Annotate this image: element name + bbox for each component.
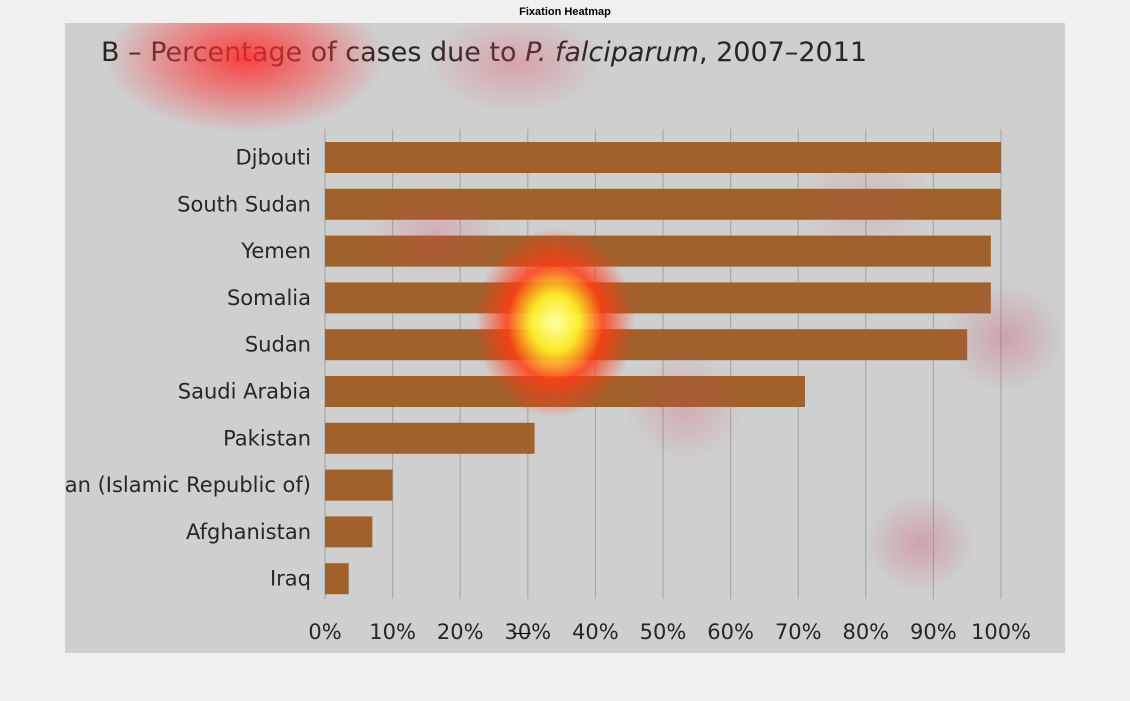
- bar: [325, 282, 991, 314]
- x-tick-label: 80%: [842, 620, 889, 644]
- x-tick-label: 50%: [640, 620, 687, 644]
- bar: [325, 563, 349, 595]
- x-tick-label: 60%: [707, 620, 754, 644]
- x-tick-label: 90%: [910, 620, 957, 644]
- bar-chart: B – Percentage of cases due to P. falcip…: [65, 37, 1031, 644]
- category-label: Yemen: [240, 239, 311, 263]
- bar: [325, 235, 991, 267]
- x-tick-labels: 0% 10% 20% 30% 40% 50% 60% 70% 80% 90% 100%: [308, 620, 1031, 644]
- x-tick-label: 100%: [971, 620, 1031, 644]
- category-label: Somalia: [227, 286, 311, 310]
- bar: [325, 142, 1001, 173]
- window-title: Fixation Heatmap: [519, 6, 611, 18]
- category-label: South Sudan: [177, 192, 311, 216]
- x-tick-label: 20%: [437, 620, 484, 644]
- chart-title: B – Percentage of cases due to P. falcip…: [101, 37, 867, 68]
- chart-title-suffix: , 2007–2011: [699, 37, 867, 68]
- category-label: Afghanistan: [186, 520, 311, 544]
- bar: [325, 329, 968, 361]
- bar: [325, 469, 393, 501]
- bar: [325, 516, 373, 548]
- bar: [325, 188, 1001, 220]
- category-label: Pakistan: [223, 426, 311, 450]
- x-tick-label: 0%: [308, 620, 341, 644]
- category-labels: Djbouti South Sudan Yemen Somalia Sudan Saudi…: [65, 146, 311, 591]
- bars: [325, 142, 1001, 595]
- category-label: Iran (Islamic Republic of): [65, 473, 311, 497]
- bar: [325, 422, 535, 454]
- chart-figure: B – Percentage of cases due to P. falcip…: [65, 23, 1065, 653]
- x-tick-label: 10%: [369, 620, 416, 644]
- x-tick-label: 40%: [572, 620, 619, 644]
- x-tick-label: 70%: [775, 620, 822, 644]
- x-tick-label: 30%: [504, 620, 551, 644]
- category-label: Djbouti: [235, 146, 311, 170]
- chart-title-species: P. falciparum: [525, 37, 699, 68]
- category-label: Saudi Arabia: [178, 380, 311, 404]
- chart-title-prefix: B – Percentage of cases due to: [101, 37, 525, 68]
- category-label: Iraq: [270, 567, 311, 591]
- bar: [325, 376, 805, 407]
- mouse-cursor-icon: [513, 633, 531, 634]
- category-label: Sudan: [245, 333, 311, 357]
